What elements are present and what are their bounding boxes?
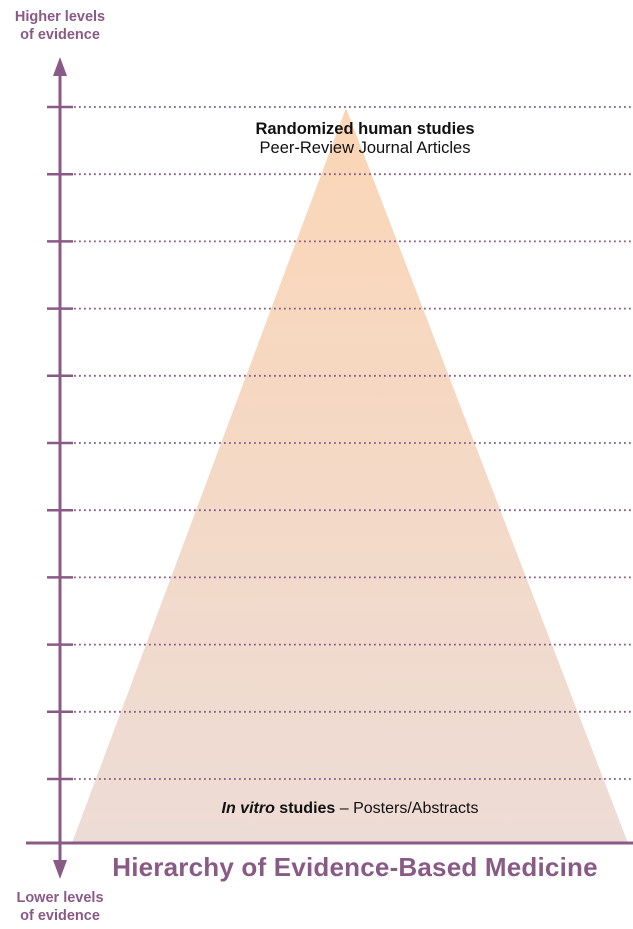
lower-levels-label: Lower levels of evidence [0,889,120,925]
higher-levels-label: Higher levels of evidence [0,8,120,44]
base-rest: – Posters/Abstracts [335,800,479,817]
apex-title: Randomized human studies [255,120,475,138]
apex-subtitle: Peer-Review Journal Articles [259,139,471,157]
base-bold: studies [274,800,336,817]
evidence-pyramid [72,108,628,843]
lower-levels-line1: Lower levels [16,890,104,906]
higher-levels-line2: of evidence [20,27,100,43]
diagram-title: Hierarchy of Evidence-Based Medicine [112,852,598,882]
axis-arrow-up-icon [53,57,67,76]
base-italic: In vitro [221,800,275,817]
lower-levels-line2: of evidence [20,908,100,924]
apex-text: Randomized human studies Peer-Review Jou… [180,120,550,158]
higher-levels-line1: Higher levels [14,9,106,25]
axis-arrow-down-icon [53,860,67,879]
base-text: In vitro studies – Posters/Abstracts [120,800,580,818]
